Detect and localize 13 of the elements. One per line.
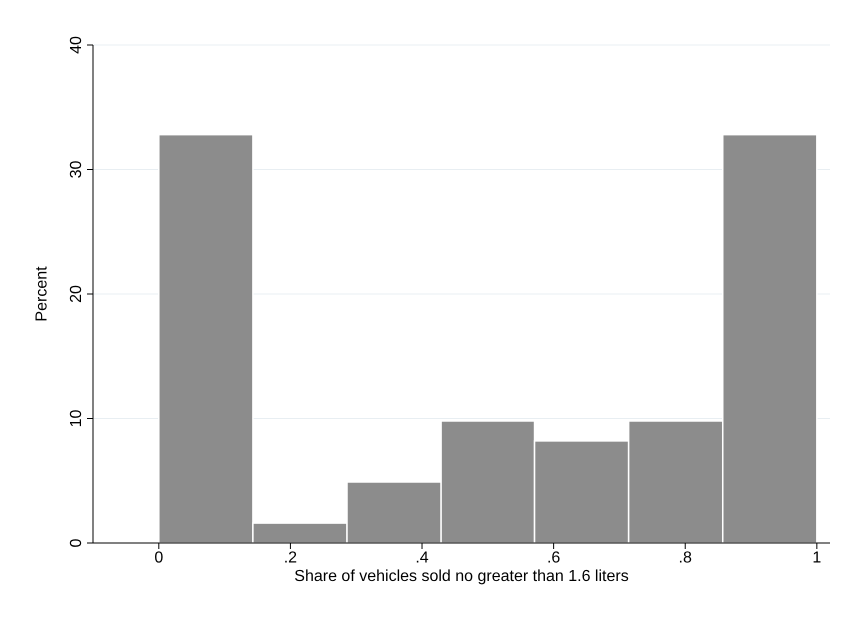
x-axis-title: Share of vehicles sold no greater than 1.6 liters [294, 568, 629, 585]
x-tick-label: .2 [284, 549, 298, 566]
x-tick-label: 1 [812, 549, 822, 566]
y-axis-title: Percent [34, 266, 51, 322]
x-tick-label: .6 [546, 549, 560, 566]
y-tick-label: 0 [68, 538, 85, 548]
x-tick-label: 0 [154, 549, 164, 566]
y-tick-label: 40 [68, 36, 85, 54]
y-tick-label: 20 [68, 285, 85, 303]
y-tick-label: 30 [68, 160, 85, 178]
y-tick-label: 10 [68, 410, 85, 428]
x-tick-label: .4 [415, 549, 429, 566]
x-tick-label: .8 [678, 549, 692, 566]
